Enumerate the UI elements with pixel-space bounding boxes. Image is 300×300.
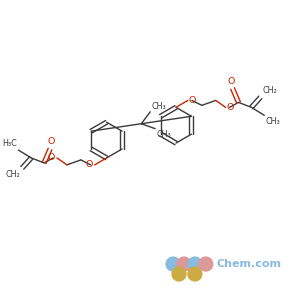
Text: O: O <box>85 160 93 169</box>
Text: O: O <box>47 137 55 146</box>
Circle shape <box>188 267 202 281</box>
Circle shape <box>177 257 191 271</box>
Circle shape <box>172 267 186 281</box>
Text: H₃C: H₃C <box>3 139 17 148</box>
Text: O: O <box>226 103 234 112</box>
Text: CH₂: CH₂ <box>6 170 20 179</box>
Text: CH₃: CH₃ <box>156 130 171 139</box>
Text: Chem.com: Chem.com <box>217 259 282 269</box>
Text: CH₃: CH₃ <box>265 117 280 126</box>
Text: CH₂: CH₂ <box>262 86 277 95</box>
Text: O: O <box>228 76 235 85</box>
Circle shape <box>199 257 213 271</box>
Text: O: O <box>48 153 55 162</box>
Text: CH₃: CH₃ <box>151 102 166 111</box>
Circle shape <box>166 257 180 271</box>
Circle shape <box>188 257 202 271</box>
Text: O: O <box>189 96 196 105</box>
